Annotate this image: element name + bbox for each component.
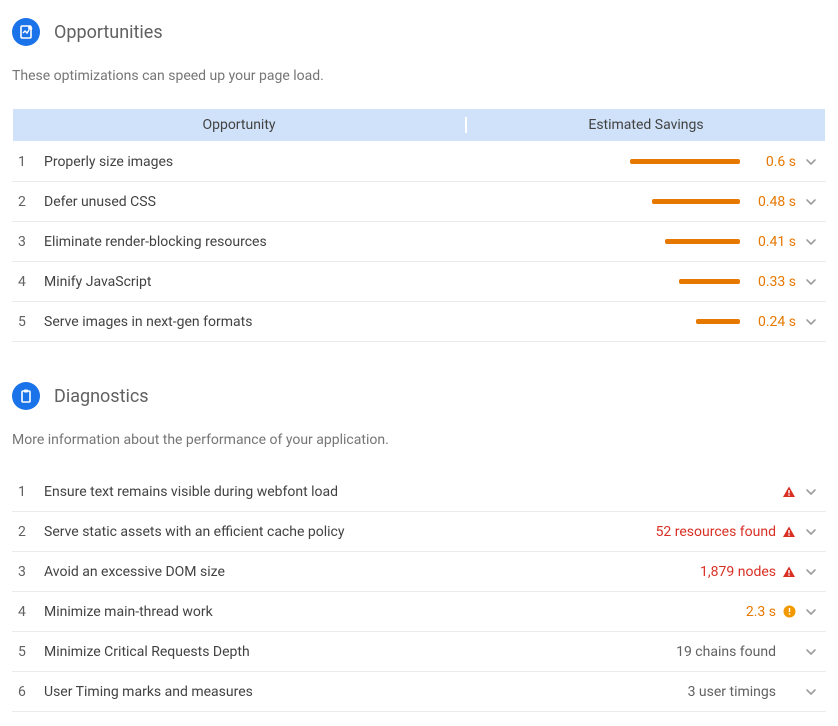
chevron-down-icon[interactable] [798,486,824,498]
chevron-down-icon[interactable] [798,606,824,618]
diagnostic-value: 2.3 s [746,604,780,620]
savings-bar-area [604,279,744,284]
savings-bar-area [604,199,744,204]
diagnostic-label: Minimize main-thread work [44,604,746,620]
savings-bar-area [604,319,744,324]
status-icon [780,605,798,618]
column-estimated-savings: Estimated Savings [467,117,825,133]
opportunities-list: 1Properly size images 0.6 s 2Defer unused … [12,142,826,342]
savings-value: 0.6 s [744,154,798,170]
savings-bar [630,159,740,164]
opportunity-label: Serve images in next-gen formats [44,314,604,330]
diagnostic-row[interactable]: 5Minimize Critical Requests Depth19 chai… [12,632,826,672]
diagnostics-list: 1Ensure text remains visible during webf… [12,472,826,712]
row-index: 1 [18,484,44,500]
diagnostics-subtitle: More information about the performance o… [12,432,826,448]
opportunity-row[interactable]: 2Defer unused CSS 0.48 s [12,182,826,222]
row-index: 6 [18,684,44,700]
chevron-down-icon[interactable] [798,236,824,248]
savings-value: 0.33 s [744,274,798,290]
opportunities-title: Opportunities [54,22,163,43]
status-icon [780,565,798,579]
opportunities-header: Opportunities [12,18,826,46]
savings-bar-area [604,159,744,164]
status-icon [780,525,798,539]
row-index: 3 [18,234,44,250]
chevron-down-icon[interactable] [798,196,824,208]
diagnostic-label: Avoid an excessive DOM size [44,564,700,580]
diagnostic-row[interactable]: 2Serve static assets with an efficient c… [12,512,826,552]
chevron-down-icon[interactable] [798,646,824,658]
chevron-down-icon[interactable] [798,566,824,578]
opportunity-row[interactable]: 5Serve images in next-gen formats 0.24 s [12,302,826,342]
row-index: 3 [18,564,44,580]
row-index: 2 [18,524,44,540]
opportunity-label: Minify JavaScript [44,274,604,290]
opportunity-label: Defer unused CSS [44,194,604,210]
opportunity-row[interactable]: 3Eliminate render-blocking resources 0.41… [12,222,826,262]
chevron-down-icon[interactable] [798,316,824,328]
diagnostics-title: Diagnostics [54,386,149,407]
chevron-down-icon[interactable] [798,156,824,168]
row-index: 5 [18,644,44,660]
savings-bar-area [604,239,744,244]
row-index: 5 [18,314,44,330]
chevron-down-icon[interactable] [798,686,824,698]
opportunity-row[interactable]: 4Minify JavaScript 0.33 s [12,262,826,302]
diagnostic-label: Minimize Critical Requests Depth [44,644,676,660]
chevron-down-icon[interactable] [798,276,824,288]
diagnostic-value: 19 chains found [676,644,780,660]
diagnostics-icon [12,382,40,410]
opportunities-subtitle: These optimizations can speed up your pa… [12,68,826,84]
chevron-down-icon[interactable] [798,526,824,538]
opportunity-label: Eliminate render-blocking resources [44,234,604,250]
opportunity-row[interactable]: 1Properly size images 0.6 s [12,142,826,182]
diagnostics-header: Diagnostics [12,382,826,410]
column-opportunity: Opportunity [13,117,467,133]
savings-value: 0.24 s [744,314,798,330]
diagnostic-row[interactable]: 6User Timing marks and measures3 user ti… [12,672,826,712]
opportunities-icon [12,18,40,46]
diagnostic-value: 1,879 nodes [700,564,780,580]
diagnostic-row[interactable]: 4Minimize main-thread work2.3 s [12,592,826,632]
row-index: 1 [18,154,44,170]
diagnostic-row[interactable]: 3Avoid an excessive DOM size1,879 nodes [12,552,826,592]
diagnostic-value: 3 user timings [688,684,780,700]
savings-value: 0.48 s [744,194,798,210]
diagnostic-label: Ensure text remains visible during webfo… [44,484,776,500]
row-index: 4 [18,604,44,620]
diagnostic-value: 52 resources found [656,524,780,540]
row-index: 2 [18,194,44,210]
diagnostic-row[interactable]: 1Ensure text remains visible during webf… [12,472,826,512]
savings-bar [652,199,740,204]
opportunities-table-header: Opportunity Estimated Savings [12,108,826,142]
diagnostic-label: Serve static assets with an efficient ca… [44,524,656,540]
row-index: 4 [18,274,44,290]
savings-bar [696,319,740,324]
diagnostic-label: User Timing marks and measures [44,684,688,700]
savings-value: 0.41 s [744,234,798,250]
opportunity-label: Properly size images [44,154,604,170]
status-icon [780,485,798,499]
savings-bar [665,239,740,244]
savings-bar [679,279,740,284]
